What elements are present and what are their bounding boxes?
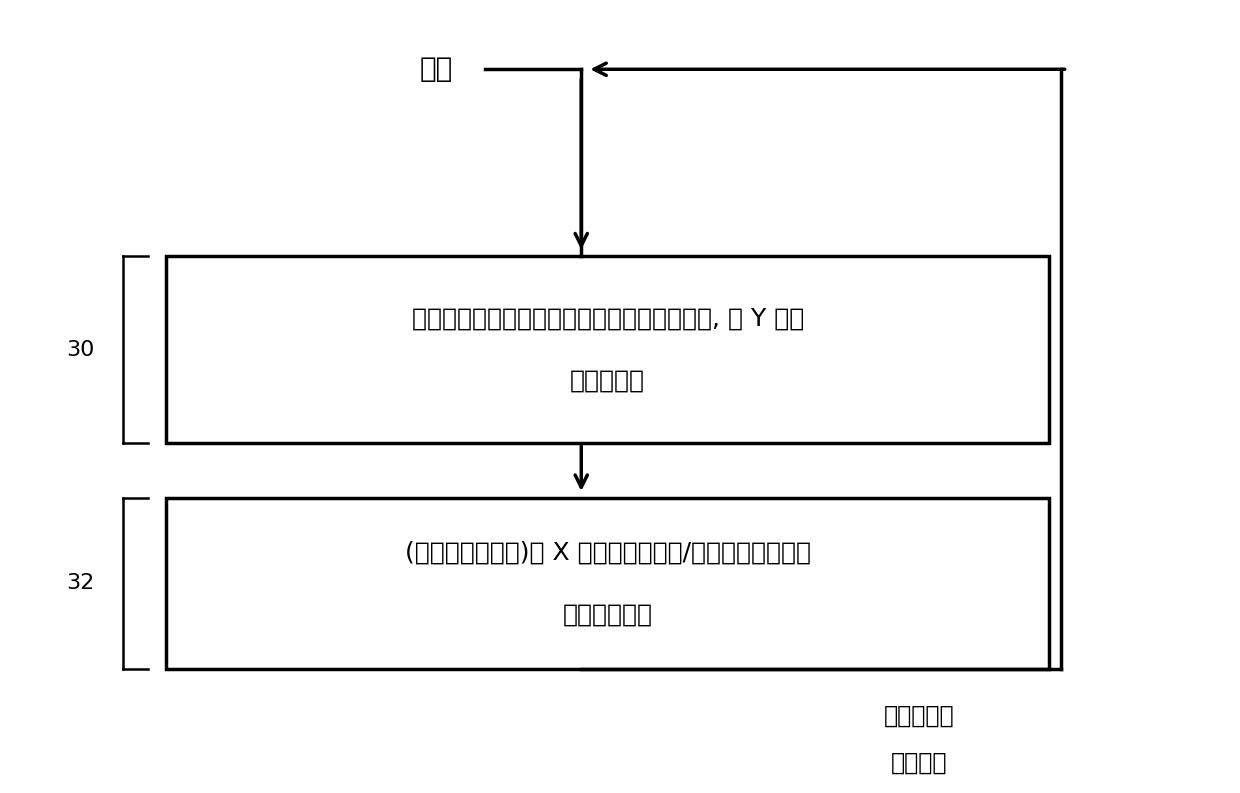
Text: 30: 30 (66, 339, 94, 360)
Text: 32: 32 (67, 573, 94, 593)
Text: 采用一组重叠脉冲以高脉冲速率照射基板表面, 沿 Y 轴方: 采用一组重叠脉冲以高脉冲速率照射基板表面, 沿 Y 轴方 (412, 307, 804, 331)
Bar (166, 256, 1049, 443)
Text: 度盘刻度位置: 度盘刻度位置 (563, 603, 652, 626)
Text: 开始: 开始 (419, 56, 453, 83)
Text: 刻度重复: 刻度重复 (892, 751, 947, 775)
Text: 向扫描光束: 向扫描光束 (570, 369, 645, 393)
Text: 在每个度盘: 在每个度盘 (884, 704, 955, 728)
Bar (166, 498, 1049, 669)
Text: (使用消失的光束)沿 X 轴方向将基板和/或光束移动至下一: (使用消失的光束)沿 X 轴方向将基板和/或光束移动至下一 (404, 540, 811, 565)
